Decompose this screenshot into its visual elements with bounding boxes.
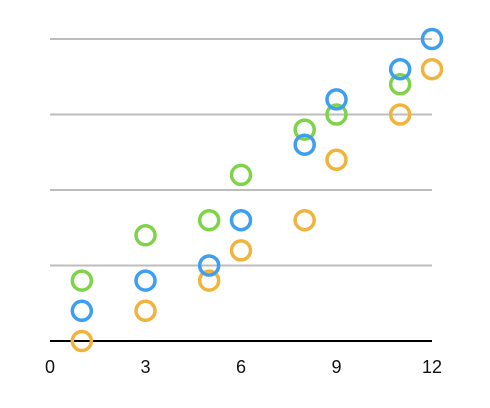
- point: [420, 27, 444, 51]
- point: [388, 103, 412, 126]
- point: [197, 269, 221, 292]
- point: [420, 57, 444, 81]
- x-tick-label: 0: [45, 357, 55, 377]
- point: [70, 299, 94, 323]
- x-tick-label: 6: [236, 357, 246, 377]
- point: [325, 103, 348, 126]
- point: [229, 239, 253, 262]
- point: [293, 133, 316, 156]
- point: [70, 329, 94, 353]
- x-tick-label: 3: [140, 357, 150, 377]
- point: [70, 269, 94, 292]
- point: [229, 208, 253, 232]
- point: [388, 73, 412, 96]
- x-tick-label: 9: [331, 357, 341, 377]
- point: [325, 88, 348, 111]
- x-tick-label: 12: [422, 357, 442, 377]
- point: [197, 254, 221, 277]
- point: [293, 208, 316, 232]
- point: [134, 299, 157, 323]
- point: [388, 57, 412, 81]
- point: [293, 118, 316, 141]
- point: [134, 224, 157, 247]
- point: [325, 148, 348, 172]
- point: [197, 208, 221, 232]
- point: [229, 163, 253, 187]
- point: [134, 269, 157, 292]
